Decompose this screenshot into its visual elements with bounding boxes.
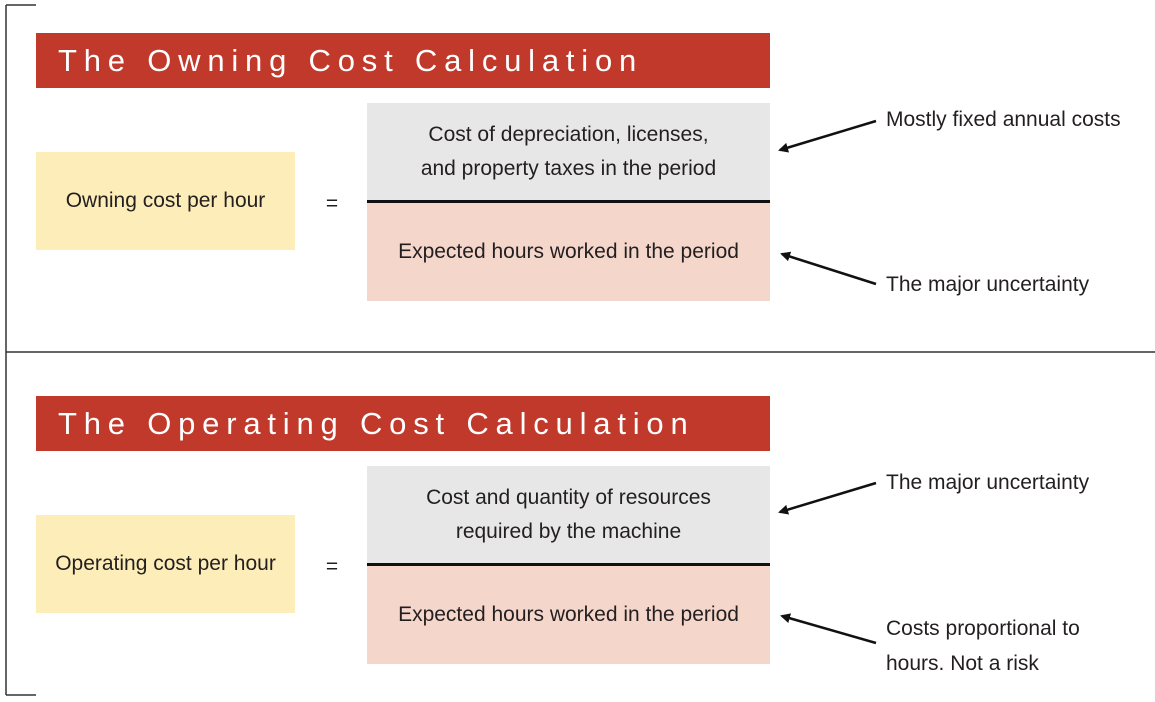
operating-numerator-box: Cost and quantity of resources required … bbox=[367, 466, 770, 564]
owning-denominator-label: Expected hours worked in the period bbox=[398, 240, 739, 263]
operating-denominator-label: Expected hours worked in the period bbox=[398, 603, 739, 626]
operating-note-numerator: The major uncertainty bbox=[886, 471, 1090, 494]
operating-note-denominator-line2: hours. Not a risk bbox=[886, 652, 1039, 675]
operating-equals-sign: = bbox=[325, 555, 339, 578]
operating-denominator-box: Expected hours worked in the period bbox=[367, 566, 770, 664]
operating-title-banner: The Operating Cost Calculation bbox=[36, 396, 770, 451]
owning-numerator-box: Cost of depreciation, licenses, and prop… bbox=[367, 103, 770, 201]
operating-lhs-label: Operating cost per hour bbox=[55, 551, 276, 575]
owning-fraction-bar bbox=[367, 200, 770, 203]
owning-lhs-box: Owning cost per hour bbox=[36, 152, 295, 250]
owning-lhs-label: Owning cost per hour bbox=[65, 188, 266, 212]
operating-numerator-line1: Cost and quantity of resources bbox=[426, 486, 711, 510]
owning-numerator-line1: Cost of depreciation, licenses, bbox=[428, 123, 709, 147]
owning-title-banner: The Owning Cost Calculation bbox=[36, 33, 770, 88]
owning-equals-sign: = bbox=[325, 192, 339, 215]
operating-note-denominator: Costs proportional to hours. Not a risk bbox=[886, 611, 1080, 681]
arrow-owning-denominator bbox=[780, 251, 877, 286]
arrow-operating-numerator bbox=[778, 481, 877, 515]
operating-note-denominator-line1: Costs proportional to bbox=[886, 617, 1080, 640]
owning-note-denominator: The major uncertainty bbox=[886, 273, 1090, 296]
operating-fraction-bar bbox=[367, 563, 770, 566]
operating-numerator-line2: required by the machine bbox=[455, 520, 682, 543]
owning-numerator-line2: and property taxes in the period bbox=[420, 157, 717, 180]
owning-note-numerator: Mostly fixed annual costs bbox=[886, 108, 1121, 131]
owning-denominator-box: Expected hours worked in the period bbox=[367, 203, 770, 301]
arrow-operating-denominator bbox=[780, 613, 877, 645]
operating-lhs-box: Operating cost per hour bbox=[36, 515, 295, 613]
arrow-owning-numerator bbox=[778, 119, 877, 153]
